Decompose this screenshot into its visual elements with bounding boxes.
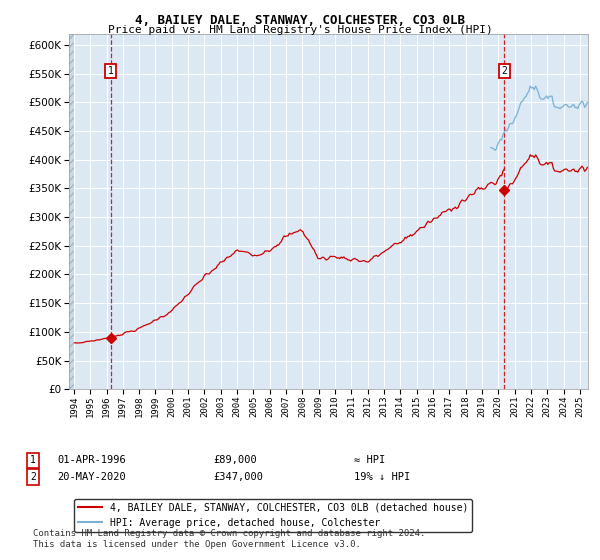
Text: Price paid vs. HM Land Registry's House Price Index (HPI): Price paid vs. HM Land Registry's House … (107, 25, 493, 35)
Text: ≈ HPI: ≈ HPI (354, 455, 385, 465)
Text: 4, BAILEY DALE, STANWAY, COLCHESTER, CO3 0LB: 4, BAILEY DALE, STANWAY, COLCHESTER, CO3… (135, 14, 465, 27)
Text: 20-MAY-2020: 20-MAY-2020 (57, 472, 126, 482)
Text: 2: 2 (30, 472, 36, 482)
Text: Contains HM Land Registry data © Crown copyright and database right 2024.
This d: Contains HM Land Registry data © Crown c… (33, 529, 425, 549)
Text: 2: 2 (502, 66, 508, 76)
Bar (69, 34, 74, 389)
Legend: 4, BAILEY DALE, STANWAY, COLCHESTER, CO3 0LB (detached house), HPI: Average pric: 4, BAILEY DALE, STANWAY, COLCHESTER, CO3… (74, 499, 472, 531)
Text: 1: 1 (30, 455, 36, 465)
Text: 19% ↓ HPI: 19% ↓ HPI (354, 472, 410, 482)
Text: 01-APR-1996: 01-APR-1996 (57, 455, 126, 465)
Text: £89,000: £89,000 (213, 455, 257, 465)
Text: £347,000: £347,000 (213, 472, 263, 482)
Text: 1: 1 (107, 66, 113, 76)
